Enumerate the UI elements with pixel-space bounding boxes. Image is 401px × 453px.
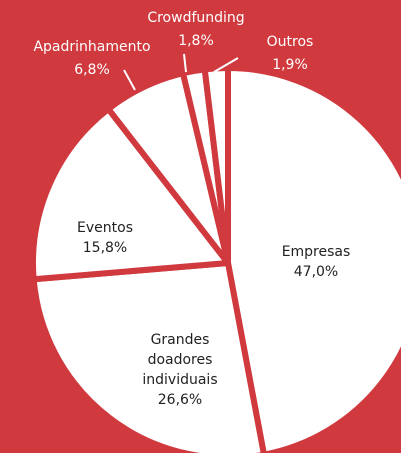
category-label: Eventos (77, 220, 133, 236)
slice-label: Empresas 47,0% (266, 212, 366, 312)
pie-slice (201, 65, 231, 266)
slice-label-box: Eventos 15,8% (55, 188, 155, 288)
category-label: Grandes doadores individuais (142, 332, 218, 388)
category-label: Apadrinhamento (33, 39, 150, 55)
value-label: 1,8% (178, 33, 214, 49)
leader-line (123, 69, 136, 91)
value-label: 26,6% (157, 392, 203, 408)
value-label: 15,8% (82, 240, 128, 256)
category-label: Crowdfunding (147, 10, 244, 26)
value-label: 1,9% (272, 57, 308, 73)
slice-label-box: Empresas 47,0% (266, 212, 366, 312)
value-label: 47,0% (293, 264, 339, 280)
value-label: 6,8% (74, 62, 110, 78)
pie-slice (225, 65, 401, 453)
category-label: Outros (267, 34, 314, 50)
leader-line (183, 53, 187, 73)
pie (30, 65, 401, 453)
pie-slice (30, 260, 267, 453)
pie-slice (30, 105, 231, 283)
slice-label-box: Grandes doadores individuais 26,6% (125, 320, 235, 420)
category-label: Empresas (281, 244, 351, 260)
leader-line (213, 57, 239, 73)
slice-label: Eventos 15,8% (55, 188, 155, 288)
slice-label: Grandes doadores individuais 26,6% (125, 320, 235, 420)
leader-lines (123, 53, 239, 91)
